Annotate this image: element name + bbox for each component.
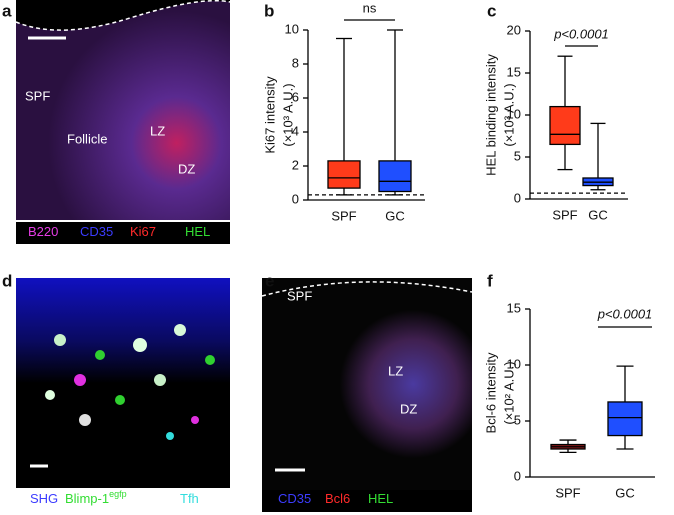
cells — [45, 324, 215, 440]
legend-strip — [262, 490, 472, 512]
y-axis-label: Ki67 intensity — [262, 76, 277, 154]
legend-item: Blimp-1egfp — [65, 489, 127, 506]
y-axis-label: (×10³ A.U.) — [280, 83, 295, 146]
legend-item: HEL — [368, 491, 393, 506]
y-tick-label: 2 — [292, 157, 299, 172]
micrograph-a — [16, 0, 230, 220]
region-label: LZ — [388, 363, 403, 378]
boundary — [15, 0, 231, 31]
region-label: SPF — [287, 288, 312, 303]
legend-text: HEL — [368, 491, 393, 506]
region-label: Follicle — [67, 131, 107, 146]
legend-item: HEL — [185, 224, 210, 239]
legend-text: Blimp-1 — [65, 491, 109, 506]
legend-item: Bcl6 — [325, 491, 350, 506]
y-tick-label: 0 — [514, 190, 521, 205]
micrograph-d — [16, 278, 230, 488]
legend-text: CD35 — [80, 224, 113, 239]
legend-text: B220 — [28, 224, 58, 239]
x-tick-label: SPF — [555, 485, 580, 500]
y-tick-label: 15 — [507, 300, 521, 315]
box — [607, 401, 643, 437]
legend-item: B220 — [28, 224, 58, 239]
region-label: SPF — [25, 88, 50, 103]
panel-letter: a — [2, 1, 12, 20]
micrograph-e — [262, 278, 472, 490]
legend-text: Ki67 — [130, 224, 156, 239]
legend-item: Ki67 — [130, 224, 156, 239]
y-tick-label: 10 — [507, 356, 521, 371]
y-tick-label: 6 — [292, 89, 299, 104]
capsule — [16, 0, 230, 31]
y-axis-label: (×10³ A.U.) — [501, 83, 516, 146]
region-label: DZ — [178, 161, 195, 176]
y-axis-label: HEL binding intensity — [483, 54, 498, 176]
panel-letter: d — [2, 271, 12, 290]
y-tick-label: 5 — [514, 412, 521, 427]
legend-item: CD35 — [278, 491, 311, 506]
y-tick-label: 8 — [292, 55, 299, 70]
y-tick-label: 4 — [292, 123, 299, 138]
y-tick-label: 15 — [507, 64, 521, 79]
y-tick-label: 10 — [285, 21, 299, 36]
y-tick-label: 5 — [514, 148, 521, 163]
legend-sup: egfp — [109, 489, 127, 499]
panel-letter: b — [264, 1, 274, 20]
x-tick-label: GC — [615, 485, 635, 500]
region-label: DZ — [400, 401, 417, 416]
legend-text: HEL — [185, 224, 210, 239]
box — [327, 160, 361, 189]
y-tick-label: 20 — [507, 22, 521, 37]
boundary — [261, 281, 473, 297]
y-tick-label: 0 — [292, 191, 299, 206]
legend-text: Tfh — [180, 491, 199, 506]
annotation: p<0.0001 — [553, 26, 609, 41]
panel-letter: c — [487, 1, 496, 20]
annotation: p<0.0001 — [597, 306, 653, 321]
x-tick-label: SPF — [552, 207, 577, 222]
legend-text: Bcl6 — [325, 491, 350, 506]
annotation: ns — [363, 0, 377, 15]
y-axis-label: (×10² A.U.) — [501, 361, 516, 424]
panel-letter: e — [265, 271, 274, 290]
legend-item: SHG — [30, 491, 58, 506]
box — [549, 105, 581, 146]
legend-strip — [16, 222, 230, 244]
y-axis-label: Bcl-6 intensity — [483, 352, 498, 433]
legend-item: CD35 — [80, 224, 113, 239]
panel-letter: f — [487, 271, 493, 290]
legend-item: Tfh — [180, 491, 199, 506]
x-tick-label: GC — [385, 208, 405, 223]
x-tick-label: SPF — [331, 208, 356, 223]
box — [378, 160, 412, 193]
legend-text: SHG — [30, 491, 58, 506]
region-label: LZ — [150, 123, 165, 138]
legend-text: CD35 — [278, 491, 311, 506]
x-tick-label: GC — [588, 207, 608, 222]
y-tick-label: 0 — [514, 468, 521, 483]
y-tick-label: 10 — [507, 106, 521, 121]
